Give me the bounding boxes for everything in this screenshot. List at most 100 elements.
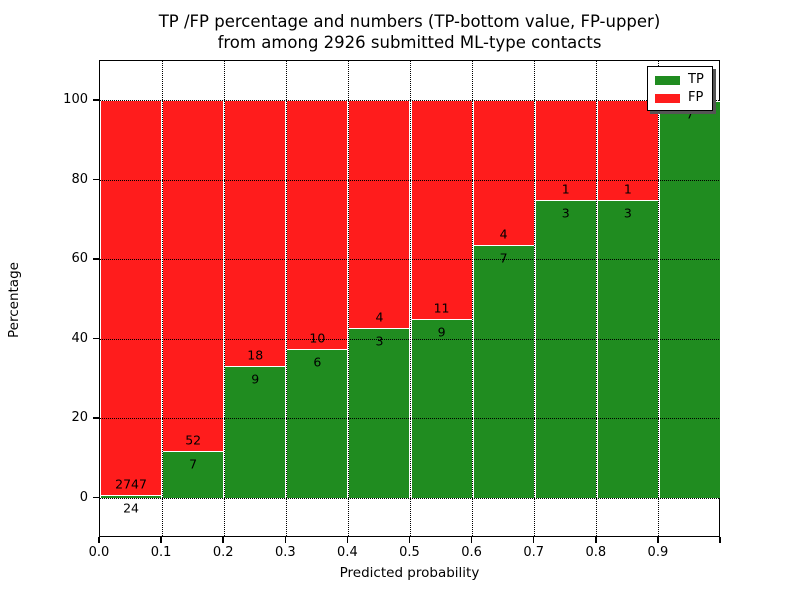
bar-segment-tp <box>534 200 597 499</box>
bar-segment-fp <box>472 100 535 246</box>
y-tick-mark-40 <box>93 337 99 339</box>
y-tick-label-100: 100 <box>63 92 88 108</box>
bar-segment-fp <box>410 100 473 320</box>
bar-segment-fp <box>286 100 349 350</box>
bar-segment-tp <box>224 365 287 499</box>
y-tick-label-80: 80 <box>71 171 88 187</box>
x-tick-mark-3 <box>284 537 287 543</box>
legend-label-fp: FP <box>688 90 704 105</box>
x-tick-label-0.3: 0.3 <box>274 545 296 560</box>
tp-count-label: 24 <box>123 500 139 516</box>
gridline-x-0.1 <box>161 61 163 536</box>
bar-0.9-1.0 <box>658 61 721 536</box>
tp-count-label: 3 <box>561 205 570 221</box>
x-tick-label-0.5: 0.5 <box>399 545 420 560</box>
gridline-x-0.4 <box>347 61 349 536</box>
fp-color-swatch <box>655 93 680 103</box>
bar-0.4-0.5 <box>348 61 411 536</box>
bar-segment-tp <box>658 100 721 499</box>
y-tick-label-0: 0 <box>79 489 88 505</box>
y-tick-label-40: 40 <box>71 330 88 346</box>
x-tick-label-0.9: 0.9 <box>647 545 669 560</box>
tp-count-label: 7 <box>685 106 694 122</box>
fp-count-label: 1 <box>561 181 570 197</box>
legend-entry-fp: FP <box>648 89 712 107</box>
plot-area: 2747 24 52 7 18 9 10 6 4 3 11 9 4 7 1 3 1 3 7 <box>99 60 721 537</box>
gridline-y-40 <box>100 338 719 340</box>
tp-count-label: 9 <box>251 371 260 387</box>
gridline-x-0.7 <box>534 61 536 536</box>
x-tick-mark-4 <box>346 537 349 543</box>
x-axis-label: Predicted probability <box>339 565 480 581</box>
gridline-x-0.5 <box>410 61 411 536</box>
x-tick-mark-10 <box>719 537 721 543</box>
bar-0.3-0.4 <box>286 61 349 536</box>
x-tick-label-0.1: 0.1 <box>150 545 172 560</box>
tp-count-label: 7 <box>499 250 508 266</box>
x-tick-label-0.2: 0.2 <box>212 545 234 560</box>
y-tick-mark-20 <box>93 417 99 419</box>
y-axis-label: Percentage <box>6 262 22 338</box>
fp-count-label: 4 <box>499 226 508 242</box>
bar-segment-tp <box>410 319 473 499</box>
tp-count-label: 9 <box>437 324 446 340</box>
tp-count-label: 3 <box>375 333 384 349</box>
gridline-y-60 <box>100 259 719 261</box>
x-tick-mark-1 <box>160 537 162 543</box>
chart-title: TP /FP percentage and numbers (TP-bottom… <box>99 11 720 53</box>
bar-0.5-0.6 <box>410 61 473 536</box>
y-tick-label-60: 60 <box>71 251 88 267</box>
bar-segment-tp <box>286 349 349 499</box>
y-tick-label-20: 20 <box>71 410 88 426</box>
x-tick-mark-9 <box>657 537 659 543</box>
bar-0.6-0.7 <box>472 61 535 536</box>
x-tick-mark-2 <box>222 537 224 543</box>
bar-segment-tp <box>162 451 225 499</box>
x-tick-label-0.7: 0.7 <box>523 545 545 560</box>
legend-entry-tp: TP <box>648 71 712 89</box>
x-tick-mark-8 <box>595 537 597 543</box>
x-tick-label-0.0: 0.0 <box>88 545 110 560</box>
fp-count-label: 18 <box>247 347 264 363</box>
bar-segment-tp <box>596 200 659 499</box>
tp-count-label: 7 <box>189 456 198 472</box>
gridline-y-0 <box>100 497 719 499</box>
y-tick-mark-60 <box>93 258 99 260</box>
y-tick-mark-80 <box>93 178 99 180</box>
fp-count-label: 11 <box>433 300 450 316</box>
y-tick-mark-100 <box>93 99 99 101</box>
x-tick-label-0.4: 0.4 <box>337 545 358 560</box>
bar-segment-fp <box>100 100 163 495</box>
x-tick-mark-0 <box>98 537 100 543</box>
bar-segment-fp <box>162 100 225 452</box>
x-tick-mark-6 <box>470 537 473 543</box>
bar-0.8-0.9 <box>596 61 659 536</box>
fp-count-label: 2747 <box>115 476 147 492</box>
chart-title-line2: from among 2926 submitted ML-type contac… <box>217 33 602 52</box>
fp-count-label: 4 <box>375 309 384 325</box>
y-tick-mark-0 <box>93 496 99 498</box>
bar-segment-fp <box>348 100 411 328</box>
gridline-y-20 <box>100 418 719 420</box>
bar-segment-tp <box>348 327 411 499</box>
x-tick-mark-7 <box>532 537 535 543</box>
fp-count-label: 52 <box>185 432 202 448</box>
gridline-x-0.8 <box>596 61 598 536</box>
tp-color-swatch <box>655 75 680 85</box>
fp-count-label: 1 <box>623 181 632 197</box>
gridline-x-0.3 <box>285 61 287 536</box>
legend-label-tp: TP <box>688 72 704 87</box>
gridline-x-0.9 <box>658 61 660 536</box>
bar-segment-fp <box>534 100 597 201</box>
bar-0.0-0.1 <box>100 61 163 536</box>
x-tick-label-0.8: 0.8 <box>585 545 607 560</box>
legend: TP FP <box>647 66 713 111</box>
bar-0.7-0.8 <box>534 61 597 536</box>
fp-count-label: 10 <box>309 330 326 346</box>
bar-segment-fp <box>596 100 659 201</box>
bar-segment-tp <box>472 245 535 499</box>
x-tick-label-0.6: 0.6 <box>461 545 482 560</box>
gridline-x-0.2 <box>223 61 225 536</box>
gridline-y-100 <box>100 100 719 102</box>
